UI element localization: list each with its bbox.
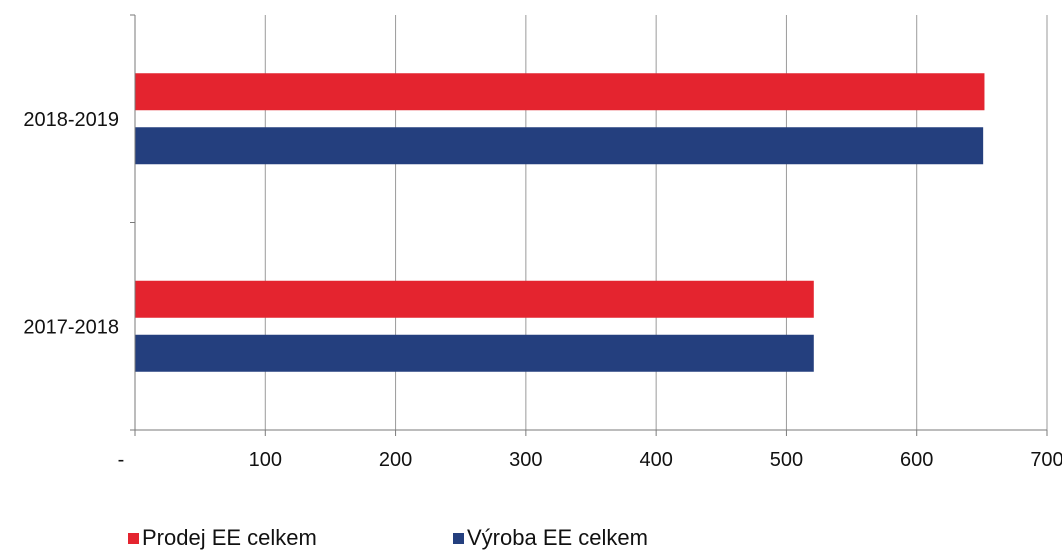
legend-item: Prodej EE celkem [128, 525, 317, 550]
legend-label: Výroba EE celkem [467, 525, 648, 550]
x-tick-label: 200 [379, 449, 412, 471]
x-tick-label: 600 [900, 449, 933, 471]
bars [135, 73, 985, 372]
y-tick-label: 2018-2019 [23, 109, 119, 131]
legend-item: Výroba EE celkem [453, 525, 648, 550]
x-tick-label: 400 [639, 449, 672, 471]
x-tick-label: 300 [509, 449, 542, 471]
bar-prodej-ee-celkem-2018-2019 [135, 73, 985, 111]
legend-label: Prodej EE celkem [142, 525, 317, 550]
x-tick-label: 100 [249, 449, 282, 471]
x-tick-label: - [118, 449, 125, 471]
legend-swatch [453, 533, 464, 544]
bar-prodej-ee-celkem-2017-2018 [135, 280, 814, 318]
axes [130, 14, 1048, 436]
y-tick-label: 2017-2018 [23, 316, 119, 338]
x-tick-label: 500 [770, 449, 803, 471]
bar-v-roba-ee-celkem-2018-2019 [135, 127, 984, 165]
legend: Prodej EE celkem Výroba EE celkem [128, 525, 648, 550]
x-tick-label: 700 [1030, 449, 1062, 471]
tick-labels: - 100 200 300 400 500 600 700 2018-2019 2017-2018 [23, 109, 1062, 471]
bar-v-roba-ee-celkem-2017-2018 [135, 334, 814, 372]
legend-swatch [128, 533, 139, 544]
